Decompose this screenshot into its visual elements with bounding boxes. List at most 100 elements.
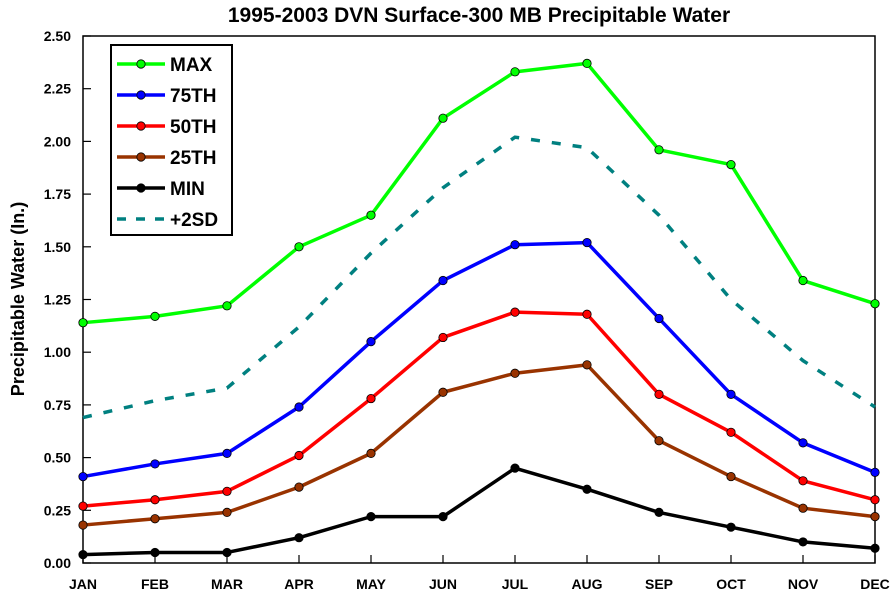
data-point	[726, 159, 736, 170]
legend-label: MIN	[170, 179, 205, 200]
x-tick-label: JAN	[69, 576, 97, 592]
data-point	[582, 360, 592, 370]
data-point	[798, 537, 808, 547]
y-tick-label: 0.00	[44, 555, 71, 571]
data-point	[798, 438, 808, 448]
data-point	[654, 313, 664, 324]
series-layer	[78, 58, 880, 560]
data-point	[870, 467, 880, 477]
x-tick-label: AUG	[571, 576, 602, 592]
series-line	[82, 61, 876, 325]
data-point	[294, 482, 304, 492]
series-line	[82, 240, 876, 479]
data-point	[654, 389, 664, 399]
data-point	[798, 503, 808, 513]
x-tick-label: MAY	[356, 576, 386, 592]
x-axis: JAN FEB MAR APR MAY JUN JUL AUG SEP OCT NOV DEC	[69, 555, 890, 592]
x-tick-label: NOV	[788, 576, 819, 592]
chart-title: 1995-2003 DVN Surface-300 MB Precipitabl…	[227, 4, 731, 27]
legend-box	[110, 44, 233, 236]
y-axis-title: Precipitable Water (In.)	[8, 202, 28, 396]
data-point	[510, 67, 520, 77]
data-point	[726, 522, 736, 532]
data-point	[294, 242, 304, 252]
data-point	[726, 427, 736, 437]
data-point	[222, 486, 232, 496]
legend-item: 75TH	[117, 86, 216, 107]
y-axis: 0.00 0.25 0.50 0.75 1.00 1.25 1.50 1.75 2.00 2.25…	[44, 28, 91, 571]
data-point	[294, 450, 304, 461]
data-point	[654, 145, 664, 155]
legend-label: +2SD	[170, 210, 218, 231]
y-tick-label: 1.75	[44, 186, 71, 202]
legend-marker	[136, 90, 146, 100]
data-point	[510, 463, 520, 473]
data-point	[366, 337, 376, 347]
series-25th	[78, 360, 880, 530]
data-point	[654, 507, 664, 518]
x-tick-label: MAR	[211, 576, 243, 592]
x-tick-label: JUN	[429, 576, 457, 592]
data-point	[150, 514, 160, 524]
data-point	[582, 237, 592, 248]
series-line	[82, 135, 876, 420]
series-line	[82, 466, 876, 557]
y-tick-label: 1.00	[44, 344, 71, 360]
x-tick-label: OCT	[716, 576, 746, 592]
y-tick-label: 2.50	[44, 28, 71, 44]
y-tick-label: 0.50	[44, 450, 71, 466]
x-tick-label: APR	[284, 576, 314, 592]
legend: MAX 75TH 50TH 25TH MIN +2SD	[110, 44, 233, 236]
legend-label: 50TH	[170, 117, 216, 138]
y-tick-label: 0.75	[44, 397, 71, 413]
data-point	[798, 275, 808, 286]
data-point	[366, 512, 376, 522]
data-point	[222, 507, 232, 518]
legend-item: 25TH	[117, 148, 216, 169]
data-point	[150, 311, 160, 321]
data-point	[438, 387, 448, 397]
legend-item: MIN	[117, 179, 205, 200]
legend-label: 25TH	[170, 148, 216, 169]
y-tick-label: 2.25	[44, 81, 71, 97]
y-tick-label: 0.25	[44, 502, 71, 518]
x-tick-label: SEP	[645, 576, 673, 592]
series-75th	[78, 237, 880, 482]
data-point	[222, 547, 232, 558]
data-point	[78, 318, 88, 328]
data-point	[870, 495, 880, 505]
data-point	[366, 210, 376, 220]
legend-marker	[136, 183, 146, 193]
data-point	[366, 393, 376, 404]
data-point	[870, 299, 880, 309]
data-point	[222, 448, 232, 458]
data-point	[510, 307, 520, 317]
x-tick-label: FEB	[141, 576, 169, 592]
y-tick-label: 1.50	[44, 239, 71, 255]
data-point	[654, 436, 664, 446]
data-point	[366, 448, 376, 458]
data-point	[438, 332, 448, 343]
series-line	[82, 310, 876, 508]
legend-item: +2SD	[117, 210, 218, 231]
data-point	[294, 402, 304, 412]
data-point	[438, 113, 448, 123]
data-point	[510, 368, 520, 378]
data-point	[438, 512, 448, 522]
series-min	[78, 463, 880, 560]
series-2sd	[82, 135, 876, 420]
x-tick-label: JUL	[502, 576, 529, 592]
data-point	[582, 484, 592, 494]
data-point	[726, 389, 736, 399]
data-point	[870, 543, 880, 553]
y-tick-label: 1.25	[44, 292, 71, 308]
data-point	[870, 512, 880, 522]
data-point	[222, 301, 232, 311]
data-point	[294, 533, 304, 543]
data-point	[150, 547, 160, 558]
legend-marker	[136, 152, 146, 162]
data-point	[582, 58, 592, 69]
data-point	[78, 501, 88, 511]
series-50th	[78, 307, 880, 511]
